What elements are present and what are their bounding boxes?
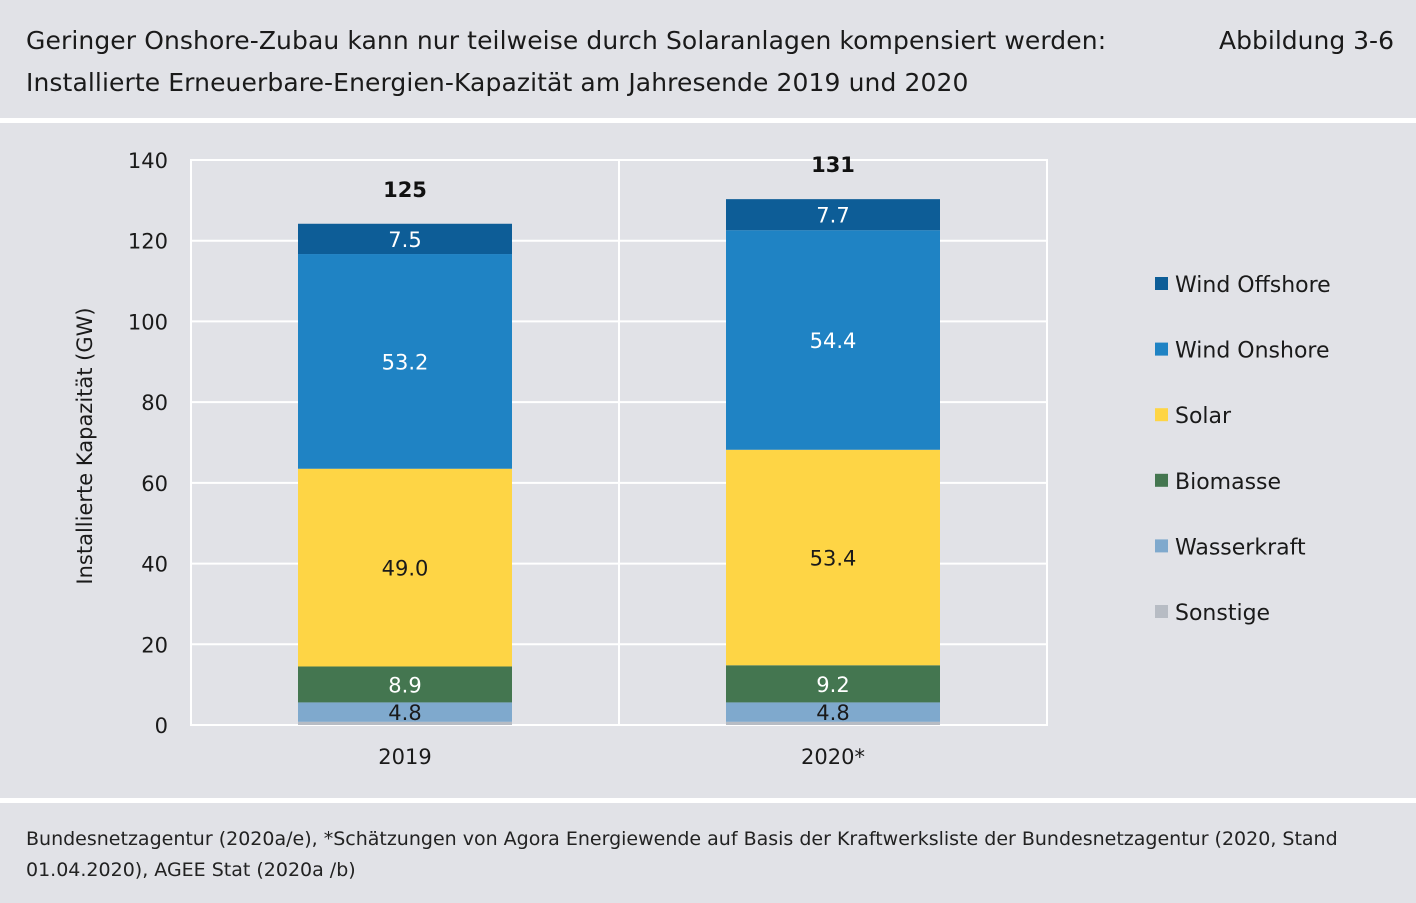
bar-segment-sonstige <box>298 721 512 725</box>
legend-swatch <box>1155 473 1168 487</box>
y-axis-label: Installierte Kapazität (GW) <box>73 307 97 584</box>
segment-value-label: 49.0 <box>382 557 429 581</box>
bar-segment-solar <box>298 468 512 667</box>
legend-swatch <box>1155 605 1168 618</box>
bar-segment-wind-offshore <box>726 199 940 231</box>
y-tick-label: 40 <box>141 553 168 577</box>
x-tick-label: 2020* <box>801 745 865 769</box>
bars <box>298 199 940 725</box>
segment-value-label: 9.2 <box>816 673 849 697</box>
segment-value-label: 53.2 <box>382 350 429 374</box>
segment-value-label: 8.9 <box>388 673 421 697</box>
bar-segment-wind-offshore <box>298 223 512 255</box>
y-tick-label: 80 <box>141 391 168 415</box>
legend-label: Wasserkraft <box>1175 535 1306 560</box>
y-tick-label: 0 <box>155 714 168 738</box>
bar-segment-wind-onshore <box>726 230 940 450</box>
chart-title: Geringer Onshore-Zubau kann nur teilweis… <box>26 26 1107 97</box>
y-tick-label: 20 <box>141 633 168 657</box>
segment-value-label: 54.4 <box>810 329 857 353</box>
bar-segment-solar <box>726 449 940 666</box>
chart-header: Geringer Onshore-Zubau kann nur teilweis… <box>0 0 1416 118</box>
bar-segment-wasserkraft <box>298 702 512 722</box>
figure-label: Abbildung 3-6 <box>1219 26 1394 55</box>
source-note: Bundesnetzagentur (2020a/e), *Schätzunge… <box>26 828 1338 881</box>
y-tick-label: 100 <box>128 310 168 334</box>
legend-swatch <box>1155 277 1168 290</box>
legend-label: Solar <box>1175 404 1232 429</box>
segment-value-label: 4.8 <box>388 701 421 725</box>
bar-segment-wasserkraft <box>726 702 940 722</box>
segment-value-label: 7.5 <box>388 228 421 252</box>
stacked-bar-chart: 0 20 40 60 80 100 120 140 4.8 8.9 49.0 53.2 7.5 4.8 9… <box>73 149 1331 769</box>
total-value-label: 125 <box>383 178 427 202</box>
y-tick-label: 140 <box>128 149 168 173</box>
total-value-label: 131 <box>811 153 855 177</box>
bottom-divider <box>0 798 1416 803</box>
legend-swatch <box>1155 539 1168 553</box>
legend-label: Wind Onshore <box>1175 339 1330 364</box>
y-tick-label: 120 <box>128 230 168 254</box>
legend-swatch <box>1155 408 1168 422</box>
total-labels: 125 131 <box>383 153 855 202</box>
segment-labels: 4.8 8.9 49.0 53.2 7.5 4.8 9.2 53.4 54.4 7.7 <box>382 204 857 725</box>
x-tick-label: 2019 <box>378 745 431 769</box>
legend-label: Biomasse <box>1175 470 1281 495</box>
y-tick-label: 60 <box>141 472 168 496</box>
bar-segment-biomasse <box>298 666 512 703</box>
segment-value-label: 7.7 <box>816 204 849 228</box>
segment-value-label: 53.4 <box>810 547 857 571</box>
y-axis-ticks: 0 20 40 60 80 100 120 140 <box>128 149 168 738</box>
top-divider <box>0 118 1416 123</box>
bar-segment-biomasse <box>726 665 940 703</box>
bar-segment-sonstige <box>726 721 940 725</box>
x-axis-ticks: 2019 2020* <box>378 745 865 769</box>
segment-value-label: 4.8 <box>816 701 849 725</box>
legend-label: Wind Offshore <box>1175 273 1331 298</box>
bar-segment-wind-onshore <box>298 254 512 469</box>
legend-label: Sonstige <box>1175 601 1270 626</box>
legend: Wind Offshore Wind Onshore Solar Biomasse Wa… <box>1155 273 1331 626</box>
legend-swatch <box>1155 342 1168 356</box>
